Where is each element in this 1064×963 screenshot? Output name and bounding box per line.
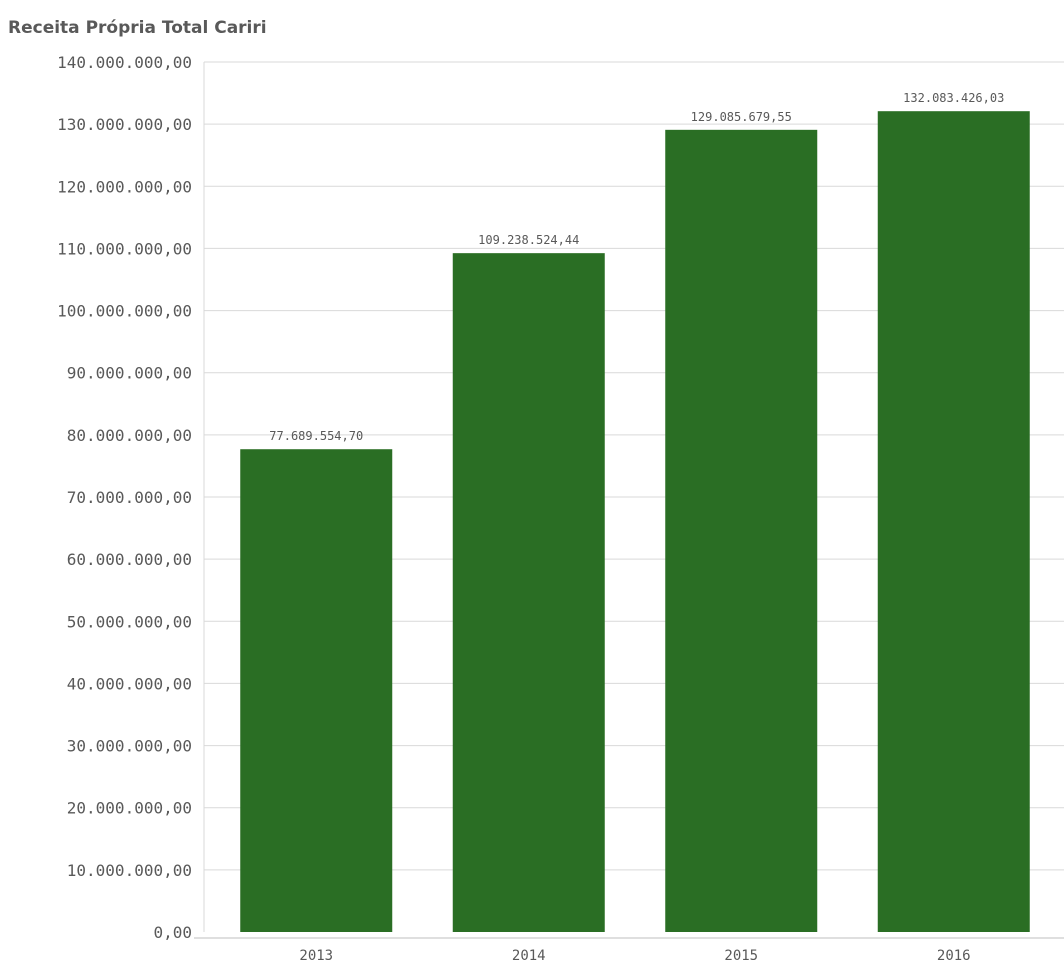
bars: 77.689.554,70 109.238.524,44 129.085.679,5…: [240, 91, 1030, 933]
data-label: 109.238.524,44: [478, 233, 579, 247]
y-tick-label: 140.000.000,00: [57, 53, 192, 72]
y-tick-label: 30.000.000,00: [67, 737, 192, 756]
y-tick-label: 100.000.000,00: [57, 302, 192, 321]
y-tick-label: 90.000.000,00: [67, 364, 192, 383]
x-axis: 2013 2014 2015 2016: [194, 937, 1064, 963]
y-tick-label: 40.000.000,00: [67, 674, 192, 693]
y-tick-label: 60.000.000,00: [67, 550, 192, 569]
y-axis: 0,00 10.000.000,00 20.000.000,00 30.000.000…: [57, 53, 192, 942]
x-tick-label: 2013: [299, 948, 333, 963]
y-tick-label: 110.000.000,00: [57, 239, 192, 258]
data-label: 77.689.554,70: [269, 429, 363, 443]
y-tick-label: 0,00: [153, 923, 192, 942]
y-tick-label: 130.000.000,00: [57, 115, 192, 134]
y-tick-label: 120.000.000,00: [57, 177, 192, 196]
data-label: 132.083.426,03: [903, 91, 1004, 105]
chart-title: Receita Própria Total Cariri: [8, 18, 267, 38]
y-tick-label: 80.000.000,00: [67, 426, 192, 445]
y-tick-label: 70.000.000,00: [67, 488, 192, 507]
data-label: 129.085.679,55: [691, 110, 792, 124]
bar: [452, 253, 605, 933]
y-tick-label: 10.000.000,00: [67, 861, 192, 880]
x-tick-label: 2015: [724, 948, 758, 963]
bar: [240, 449, 393, 932]
bar: [877, 111, 1030, 932]
x-tick-label: 2014: [512, 948, 546, 963]
x-tick-label: 2016: [937, 948, 971, 963]
y-tick-label: 20.000.000,00: [67, 799, 192, 818]
bar: [665, 129, 818, 932]
y-tick-label: 50.000.000,00: [67, 612, 192, 631]
